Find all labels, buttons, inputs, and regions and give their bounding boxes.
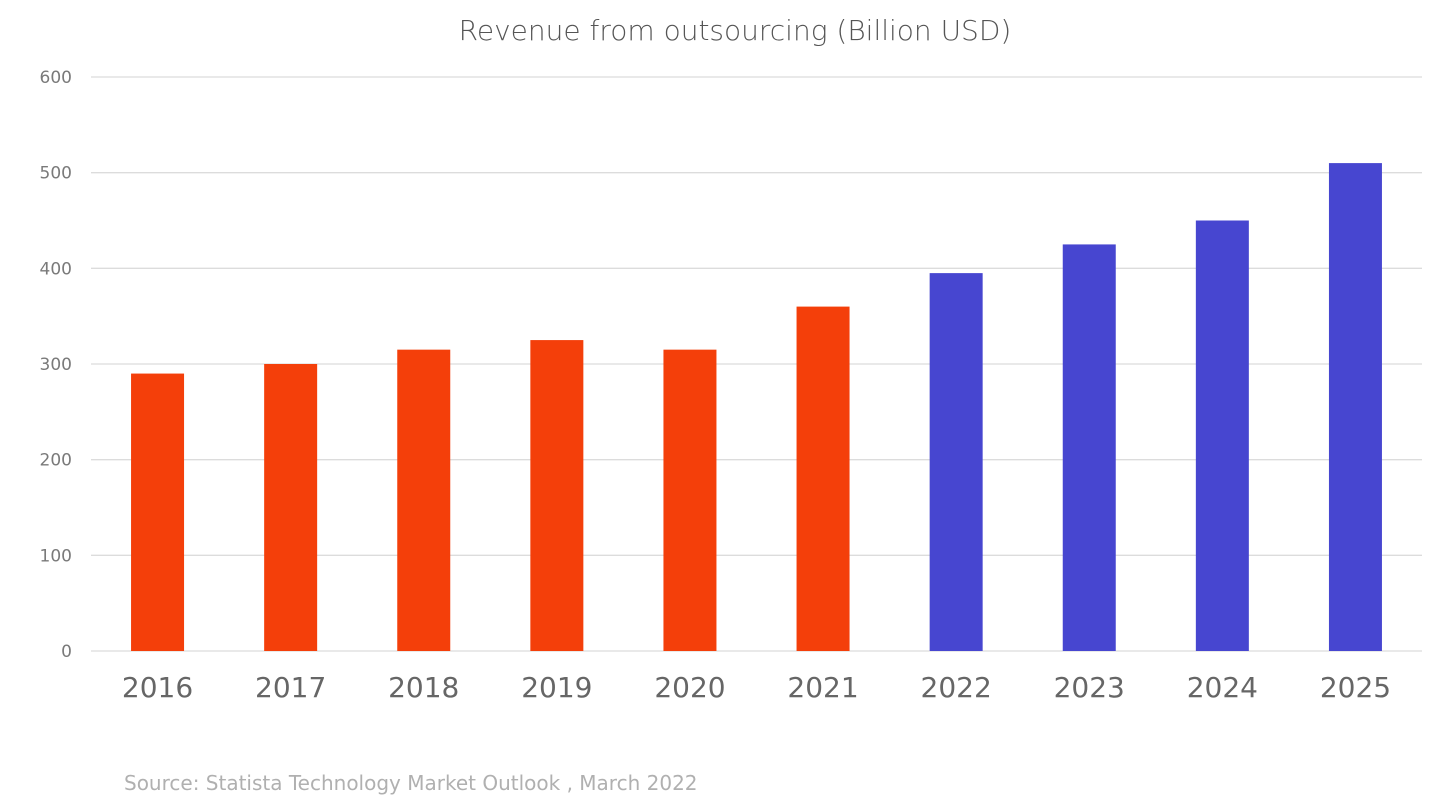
y-tick-label: 200 (40, 451, 72, 471)
source-note: Source: Statista Technology Market Outlo… (124, 771, 698, 795)
y-axis-ticks: 0 100 200 300 400 500 600 (40, 68, 72, 662)
chart-title: Revenue from outsourcing (Billion USD) (459, 14, 1012, 47)
bar-2023 (1062, 244, 1116, 651)
y-tick-label: 400 (40, 259, 72, 279)
bar-2021 (796, 306, 850, 651)
x-tick-label: 2020 (654, 671, 725, 704)
bar-2016 (131, 373, 185, 651)
y-tick-label: 100 (40, 546, 72, 566)
bar-2025 (1328, 163, 1382, 651)
bar-2022 (929, 273, 983, 651)
y-tick-label: 0 (61, 642, 72, 662)
bar-2018 (397, 349, 451, 651)
x-tick-label: 2019 (521, 671, 592, 704)
x-tick-label: 2025 (1320, 671, 1391, 704)
x-tick-label: 2022 (921, 671, 992, 704)
x-tick-label: 2024 (1187, 671, 1258, 704)
y-tick-label: 500 (40, 164, 72, 184)
bar-2024 (1195, 220, 1249, 651)
x-tick-label: 2023 (1054, 671, 1125, 704)
bar-2019 (530, 340, 584, 651)
x-tick-label: 2018 (388, 671, 459, 704)
y-tick-label: 300 (40, 355, 72, 375)
bars (131, 163, 1382, 651)
bar-2020 (663, 349, 717, 651)
x-tick-label: 2021 (787, 671, 858, 704)
x-axis-ticks: 2016 2017 2018 2019 2020 2021 2022 2023 2024 2025 (122, 671, 1391, 704)
bar-2017 (264, 364, 318, 651)
x-tick-label: 2016 (122, 671, 193, 704)
x-tick-label: 2017 (255, 671, 326, 704)
y-tick-label: 600 (40, 68, 72, 88)
